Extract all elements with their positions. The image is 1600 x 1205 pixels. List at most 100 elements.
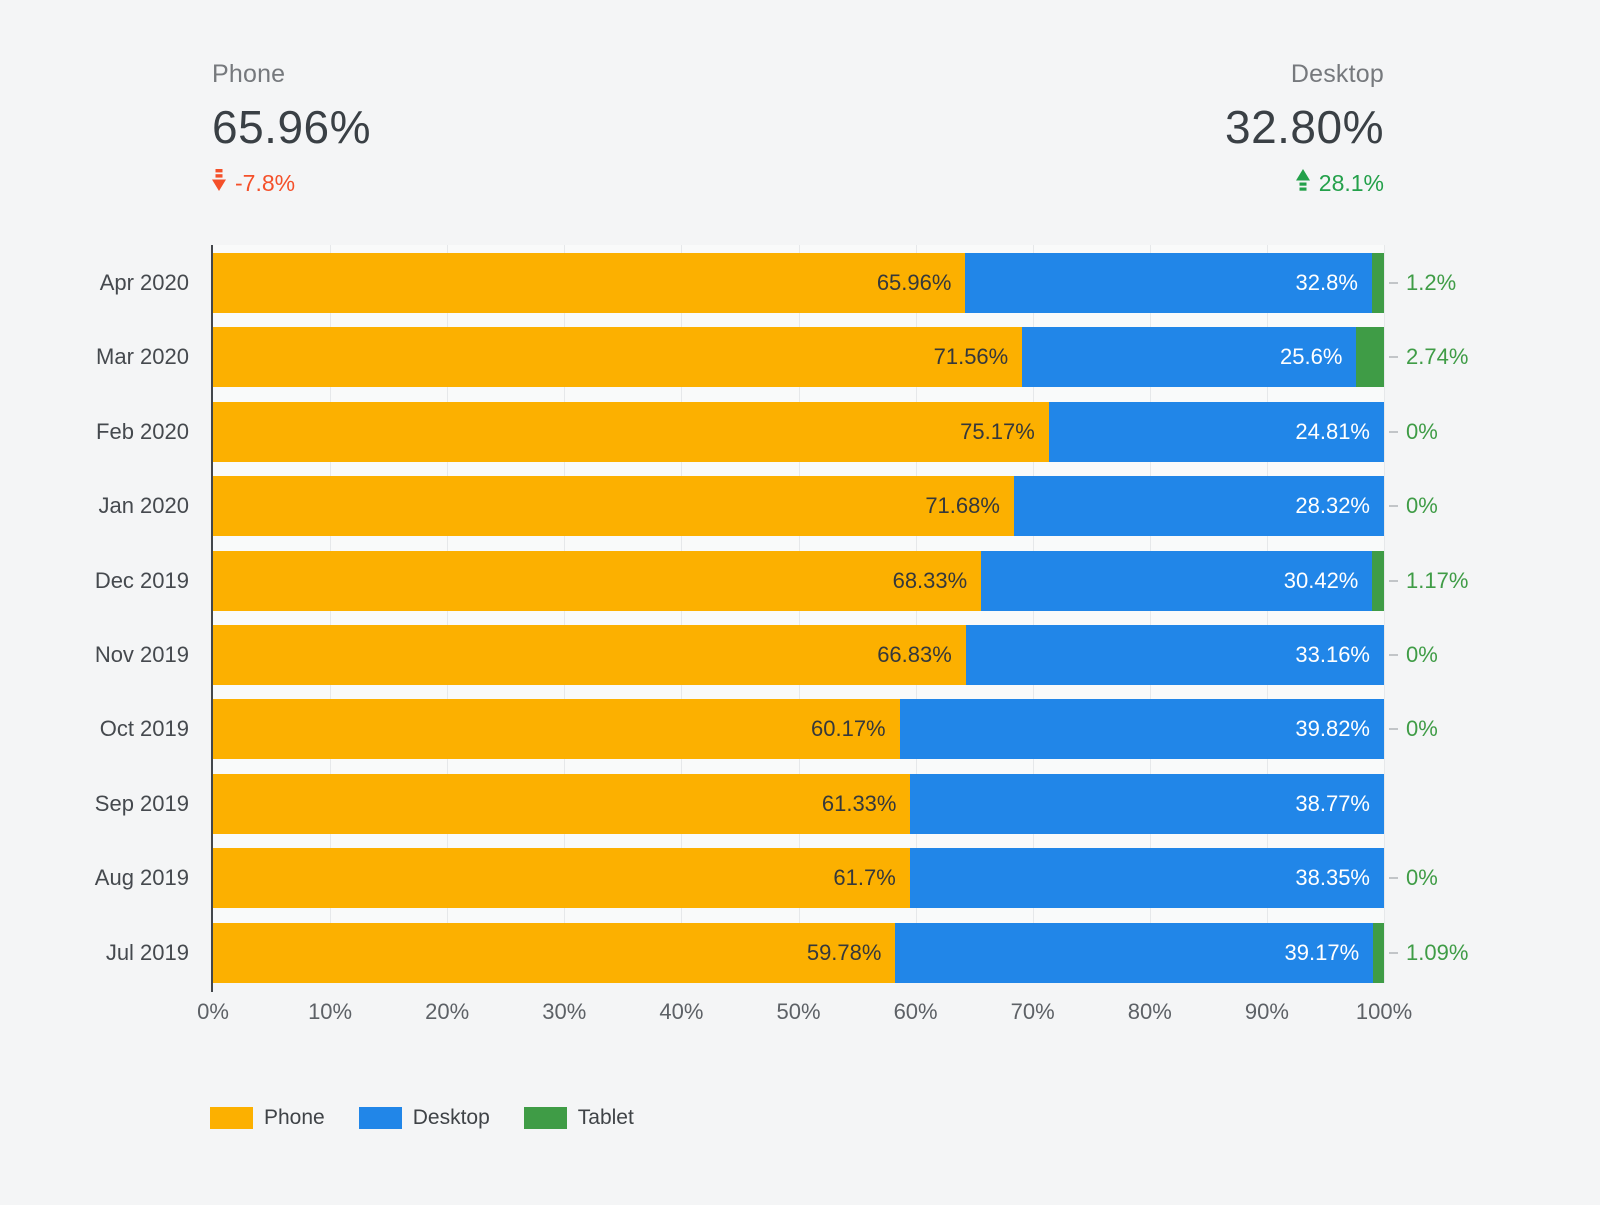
callout-tick bbox=[1389, 430, 1398, 433]
kpi-desktop-change-value: 28.1% bbox=[1318, 169, 1384, 196]
bar-row: 71.56% 25.6% 2.74% bbox=[213, 327, 1468, 388]
bar-segment-phone[interactable]: 65.96% bbox=[213, 253, 966, 313]
arrow-up-icon bbox=[1295, 168, 1310, 198]
bar-value-label: 59.78% bbox=[806, 939, 882, 965]
gridline bbox=[447, 245, 449, 983]
bar-row: 68.33% 30.42% 1.17% bbox=[213, 550, 1468, 611]
callout-tick bbox=[1389, 728, 1398, 731]
bar-segment-tablet[interactable] bbox=[1371, 253, 1384, 313]
legend-item-tablet[interactable]: Tablet bbox=[523, 1106, 634, 1130]
bar-segment-tablet[interactable] bbox=[1356, 327, 1385, 388]
legend-swatch bbox=[210, 1107, 253, 1129]
kpi-desktop-change: 28.1% bbox=[1225, 168, 1384, 198]
bar-segment-desktop[interactable]: 30.42% bbox=[981, 550, 1373, 611]
legend-label: Phone bbox=[264, 1106, 325, 1129]
bar-value-label: 68.33% bbox=[892, 567, 968, 593]
callout-tick bbox=[1389, 579, 1398, 582]
bar-value-label: 60.17% bbox=[811, 716, 886, 742]
gridline bbox=[915, 245, 917, 983]
kpi-phone-change: -7.8% bbox=[212, 168, 371, 198]
tablet-value-label: 1.17% bbox=[1406, 567, 1469, 593]
category-label: Nov 2019 bbox=[94, 642, 189, 667]
kpi-phone-change-value: -7.8% bbox=[235, 169, 296, 196]
bar-segment-phone[interactable]: 66.83% bbox=[213, 625, 966, 685]
tablet-value-label: 1.09% bbox=[1406, 939, 1469, 965]
bar-segment-desktop[interactable]: 38.77% bbox=[910, 773, 1384, 834]
bar-value-label: 25.6% bbox=[1280, 344, 1343, 370]
bar-row: 71.68% 28.32% 0% bbox=[213, 476, 1438, 537]
bar-segment-desktop[interactable]: 39.17% bbox=[895, 922, 1374, 983]
callout-tick bbox=[1389, 356, 1398, 359]
x-tick-label: 100% bbox=[1355, 999, 1413, 1024]
kpi-phone: Phone 65.96% -7.8% bbox=[212, 60, 371, 198]
callout-tick bbox=[1389, 654, 1398, 656]
bar-segment-phone[interactable]: 61.7% bbox=[213, 848, 910, 909]
gridline bbox=[330, 245, 332, 983]
bar-value-label: 61.7% bbox=[833, 865, 896, 891]
bar-row: 59.78% 39.17% 1.09% bbox=[213, 922, 1468, 983]
stacked-bar-plot: 65.96% 32.8% 1.2% 71.56% 25.6% 2.74% 75.17% 24.… bbox=[213, 245, 1468, 983]
legend-item-phone[interactable]: Phone bbox=[210, 1106, 325, 1130]
bar-segment-phone[interactable]: 61.33% bbox=[213, 773, 911, 834]
bar-value-label: 65.96% bbox=[876, 270, 952, 295]
gridline bbox=[681, 245, 683, 983]
x-tick-label: 60% bbox=[893, 999, 938, 1024]
bar-row: 66.83% 33.16% 0% bbox=[213, 625, 1438, 685]
bar-value-label: 75.17% bbox=[960, 418, 1035, 444]
bar-segment-tablet[interactable] bbox=[1372, 550, 1385, 611]
tablet-value-label: 0% bbox=[1406, 418, 1438, 444]
gridline bbox=[1149, 245, 1151, 983]
category-label: Mar 2020 bbox=[96, 344, 189, 370]
legend-label: Desktop bbox=[412, 1106, 490, 1129]
bar-segment-tablet[interactable] bbox=[1373, 922, 1384, 983]
bar-segment-phone[interactable]: 59.78% bbox=[213, 922, 896, 983]
tablet-value-label: 2.74% bbox=[1406, 344, 1469, 370]
x-tick-label: 0% bbox=[197, 999, 229, 1024]
gridline bbox=[564, 245, 566, 983]
bar-value-label: 61.33% bbox=[821, 790, 897, 816]
kpi-desktop-label: Desktop bbox=[1290, 60, 1384, 88]
x-axis: 0% 10% 20% 30% 40% 50% 60% 70% 80% 90% 100% bbox=[197, 998, 1412, 1026]
legend-item-desktop[interactable]: Desktop bbox=[358, 1106, 490, 1130]
bar-value-label: 28.32% bbox=[1295, 493, 1370, 519]
bar-value-label: 33.16% bbox=[1295, 642, 1370, 667]
bar-segment-phone[interactable]: 71.56% bbox=[213, 327, 1023, 388]
bar-segment-phone[interactable]: 75.17% bbox=[213, 401, 1049, 462]
bar-value-label: 71.68% bbox=[925, 493, 1000, 519]
bar-value-label: 66.83% bbox=[877, 642, 952, 667]
bar-value-label: 38.35% bbox=[1295, 865, 1370, 891]
legend-label: Tablet bbox=[577, 1106, 634, 1129]
bar-row: 61.33% 38.77% bbox=[213, 773, 1384, 834]
gridline bbox=[1032, 245, 1034, 983]
bar-segment-phone[interactable]: 71.68% bbox=[213, 476, 1014, 537]
callout-tick bbox=[1389, 877, 1398, 880]
kpi-phone-value: 65.96% bbox=[212, 101, 372, 153]
bar-row: 75.17% 24.81% 0% bbox=[213, 401, 1438, 462]
category-label: Jan 2020 bbox=[98, 493, 189, 519]
bar-row: 65.96% 32.8% 1.2% bbox=[213, 253, 1456, 313]
gridline bbox=[798, 245, 800, 983]
x-tick-label: 40% bbox=[659, 999, 704, 1024]
bar-segment-desktop[interactable]: 33.16% bbox=[965, 625, 1384, 685]
x-tick-label: 30% bbox=[542, 999, 587, 1024]
tablet-value-label: 1.2% bbox=[1406, 270, 1457, 295]
y-axis-line bbox=[211, 245, 213, 992]
kpi-phone-label: Phone bbox=[212, 60, 286, 88]
bar-value-label: 71.56% bbox=[933, 344, 1009, 370]
bar-segment-desktop[interactable]: 38.35% bbox=[909, 848, 1384, 909]
bar-value-label: 38.77% bbox=[1295, 790, 1370, 816]
bar-row: 60.17% 39.82% 0% bbox=[213, 699, 1438, 760]
bar-segment-desktop[interactable]: 25.6% bbox=[1022, 327, 1357, 388]
bar-segment-phone[interactable]: 68.33% bbox=[213, 550, 982, 611]
bar-segment-phone[interactable]: 60.17% bbox=[213, 699, 900, 760]
category-label: Feb 2020 bbox=[96, 418, 189, 444]
category-label: Oct 2019 bbox=[99, 716, 189, 742]
category-label: Jul 2019 bbox=[105, 939, 189, 965]
bar-segment-desktop[interactable]: 32.8% bbox=[965, 253, 1372, 313]
bar-segment-desktop[interactable]: 28.32% bbox=[1013, 476, 1384, 537]
tablet-value-label: 0% bbox=[1406, 865, 1438, 891]
bar-segment-desktop[interactable]: 39.82% bbox=[899, 699, 1384, 760]
bar-segment-desktop[interactable]: 24.81% bbox=[1048, 401, 1384, 462]
kpi-desktop: Desktop 32.80% 28.1% bbox=[1225, 60, 1384, 198]
